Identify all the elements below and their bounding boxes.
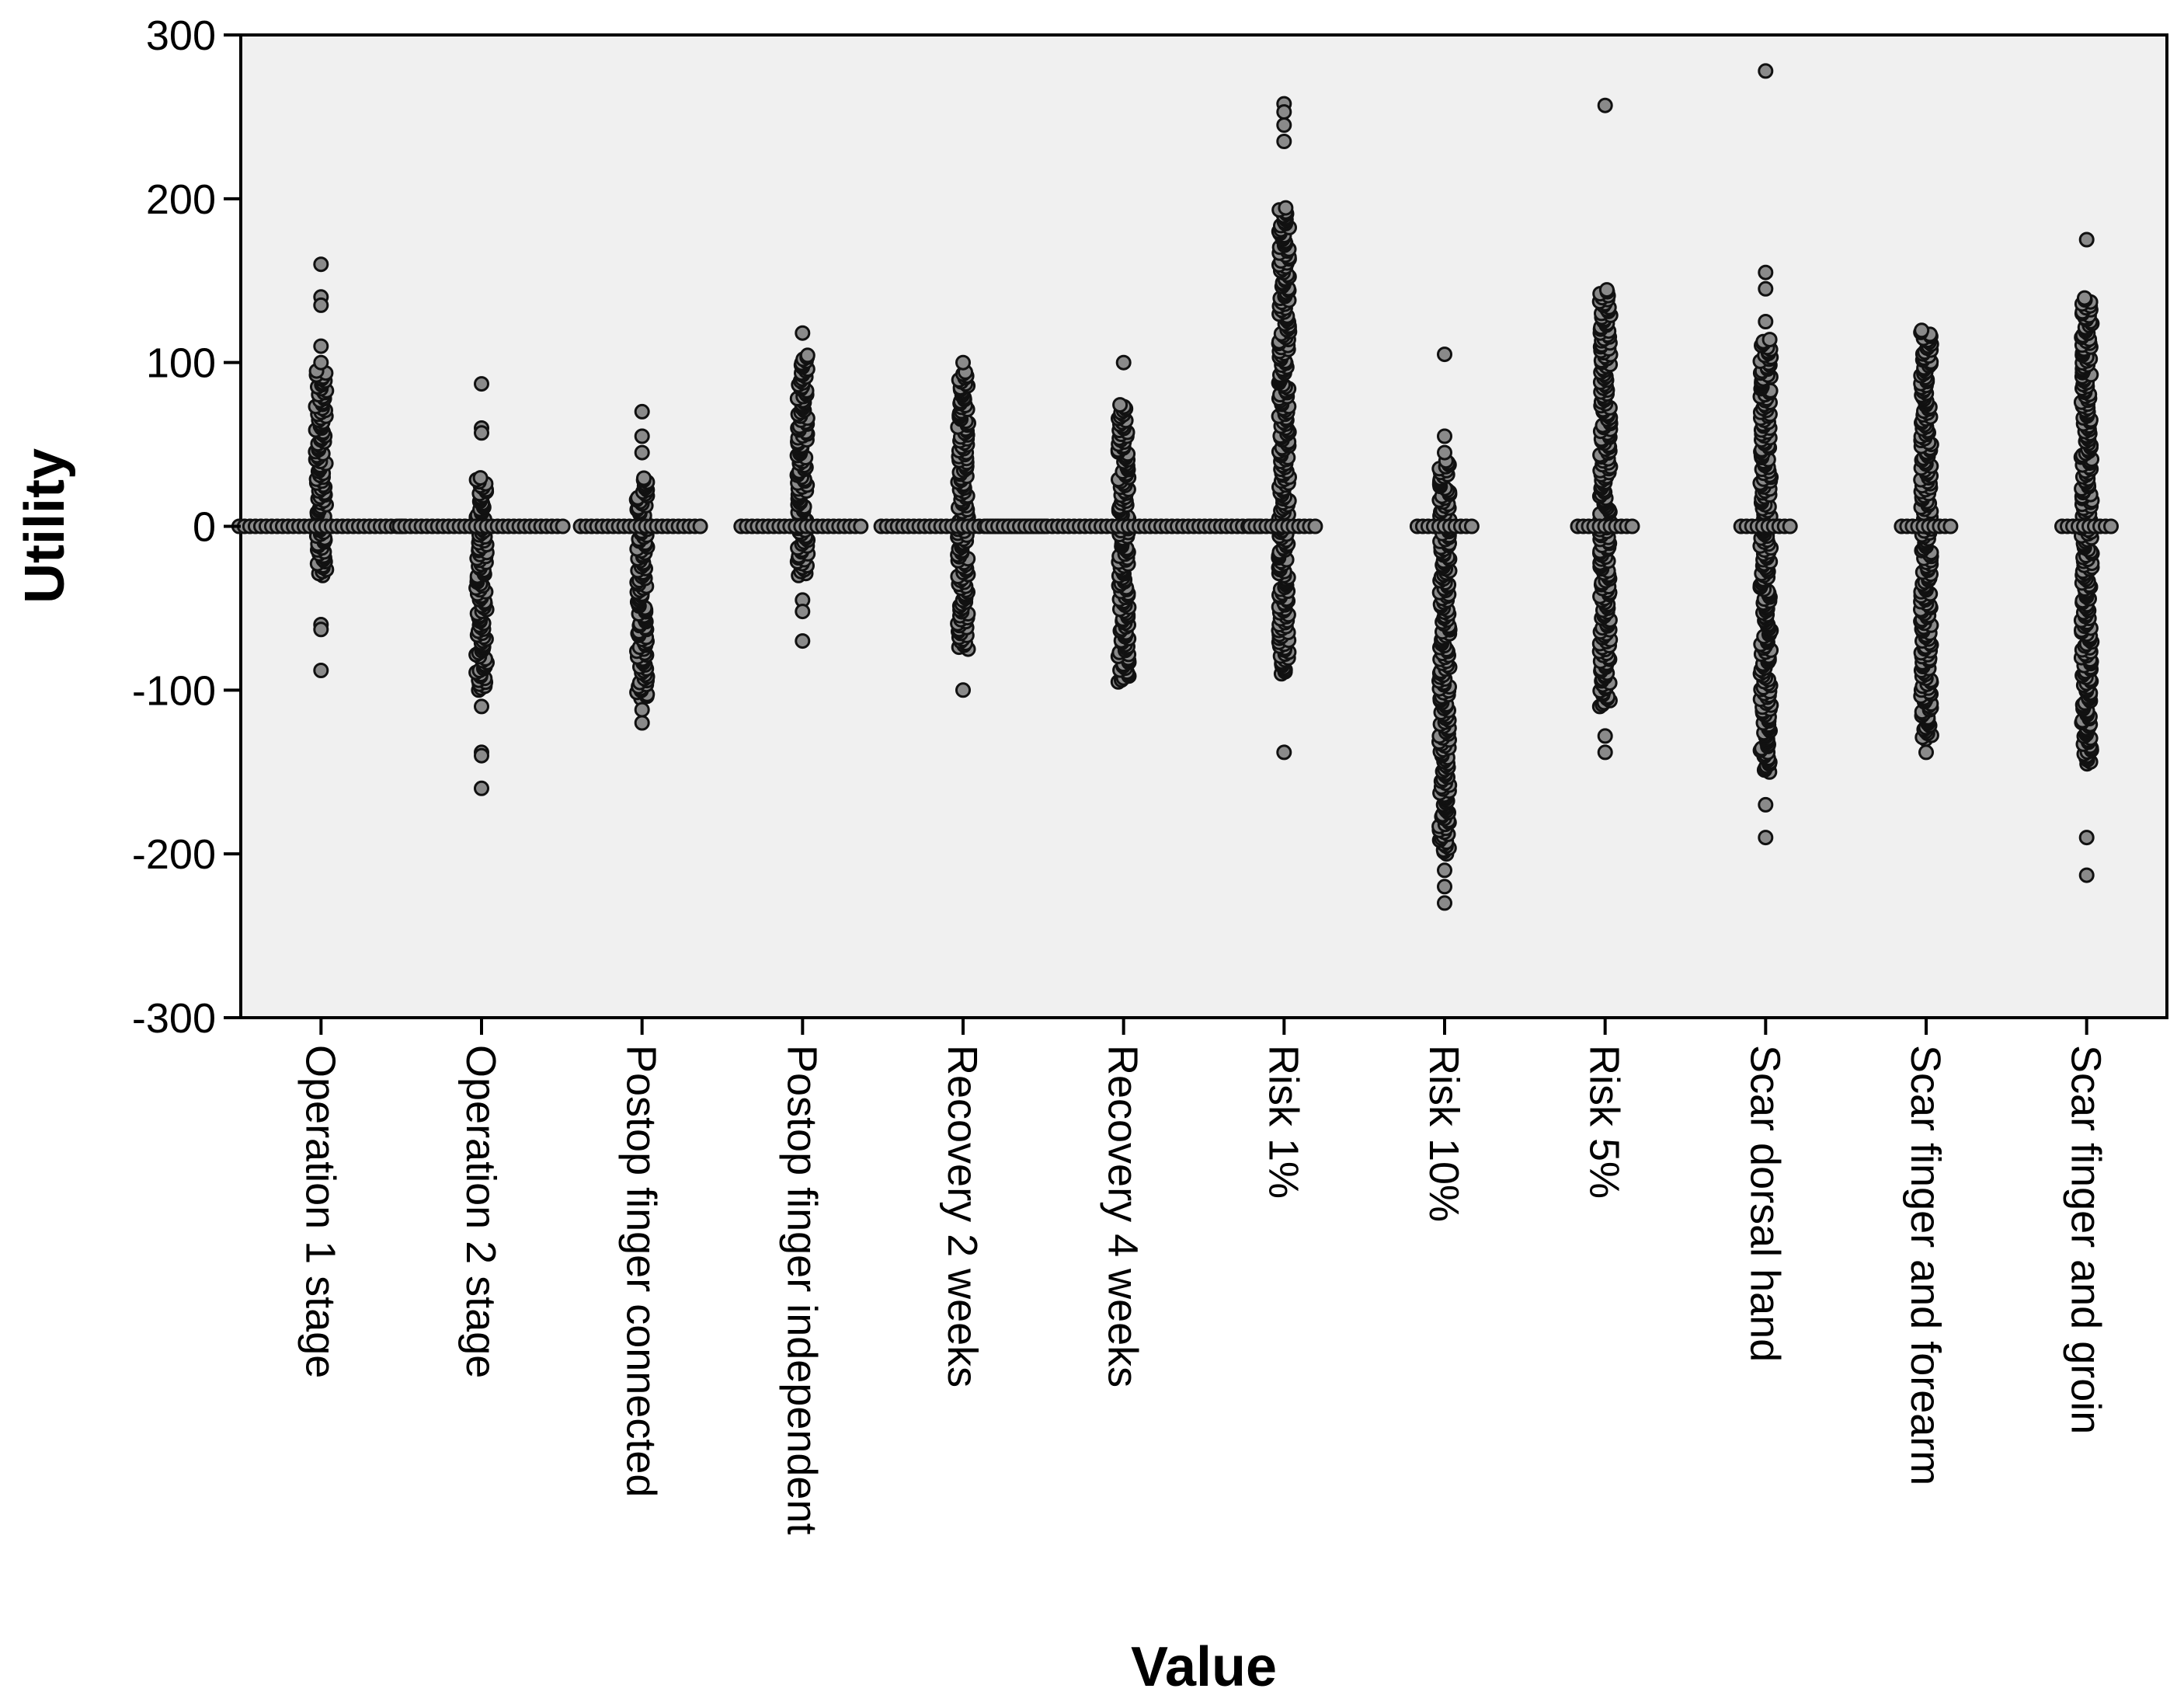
- outlier-point: [1758, 63, 1774, 79]
- outlier-point: [795, 604, 811, 620]
- outlier-point: [474, 698, 489, 715]
- outlier-point: [313, 297, 329, 313]
- data-point: [692, 518, 708, 534]
- outlier-point: [795, 633, 811, 649]
- outlier-point: [1918, 744, 1934, 761]
- y-axis: 300 200 100 0 -100 -200 -300: [132, 12, 241, 1042]
- outlier-point: [1758, 796, 1774, 813]
- outlier-point: [1276, 104, 1292, 120]
- data-point: [555, 518, 571, 534]
- y-tick-label: 100: [146, 340, 216, 387]
- outlier-point: [1437, 879, 1452, 895]
- outlier-point: [2078, 867, 2095, 883]
- data-point: [1782, 518, 1798, 534]
- x-category-label: Postop finger connected: [618, 1045, 665, 1497]
- x-category-label: Postop finger independent: [778, 1045, 825, 1535]
- outlier-point: [1437, 428, 1452, 444]
- x-axis: Operation 1 stage Operation 2 stage Postop…: [297, 1018, 2109, 1535]
- outlier-point: [313, 256, 329, 273]
- outlier-point: [313, 354, 329, 371]
- data-point: [1624, 518, 1640, 534]
- x-axis-title: Value: [1131, 1636, 1277, 1698]
- outlier-point: [1276, 117, 1292, 133]
- data-point: [1914, 322, 1930, 339]
- outlier-point: [1276, 134, 1292, 149]
- outlier-point: [955, 682, 971, 698]
- outlier-point: [795, 325, 811, 341]
- y-tick-label: 0: [193, 504, 216, 551]
- outlier-point: [955, 354, 971, 371]
- outlier-point: [634, 403, 650, 420]
- x-category-label: Scar dorsal hand: [1741, 1045, 1788, 1362]
- y-tick-label: 300: [146, 12, 216, 59]
- outlier-point: [1276, 744, 1292, 761]
- outlier-point: [1758, 314, 1774, 329]
- x-category-label: Scar finger and forearm: [1902, 1045, 1949, 1485]
- x-category-label: Risk 10%: [1421, 1045, 1467, 1222]
- outlier-point: [1115, 354, 1132, 371]
- outlier-point: [1758, 830, 1774, 846]
- outlier-point: [1437, 346, 1452, 363]
- outlier-point: [634, 444, 650, 461]
- y-tick-label: -300: [132, 995, 216, 1042]
- outlier-point: [313, 621, 329, 638]
- x-category-label: Recovery 2 weeks: [939, 1045, 986, 1387]
- data-point: [1463, 518, 1480, 534]
- outlier-point: [1597, 744, 1613, 761]
- x-category-label: Risk 5%: [1581, 1045, 1628, 1199]
- outlier-point: [2078, 232, 2095, 248]
- data-point: [1598, 282, 1615, 298]
- data-point: [472, 470, 489, 486]
- outlier-point: [313, 338, 329, 354]
- outlier-point: [634, 702, 650, 718]
- data-point: [1307, 518, 1323, 534]
- outlier-point: [474, 780, 489, 796]
- data-points: [231, 63, 2119, 911]
- y-tick-label: -200: [132, 831, 216, 878]
- data-point: [799, 347, 816, 364]
- outlier-point: [1758, 264, 1774, 280]
- x-category-label: Recovery 4 weeks: [1100, 1045, 1146, 1387]
- outlier-point: [1437, 895, 1452, 911]
- outlier-point: [1597, 728, 1613, 744]
- data-point: [2077, 290, 2092, 306]
- outlier-point: [634, 428, 650, 444]
- x-category-label: Scar finger and groin: [2063, 1045, 2109, 1434]
- data-point: [1278, 200, 1294, 216]
- x-category-label: Operation 1 stage: [297, 1045, 343, 1378]
- y-tick-label: 200: [146, 176, 216, 223]
- data-point: [1761, 332, 1778, 348]
- outlier-point: [474, 425, 489, 441]
- outlier-point: [1437, 444, 1452, 461]
- outlier-point: [1758, 280, 1774, 297]
- x-category-label: Risk 1%: [1260, 1045, 1306, 1199]
- outlier-point: [1437, 862, 1452, 879]
- outlier-point: [474, 747, 489, 764]
- data-point: [1942, 518, 1959, 534]
- data-point: [636, 470, 652, 486]
- y-axis-title: Utility: [14, 448, 76, 604]
- outlier-point: [474, 376, 489, 392]
- outlier-point: [1597, 97, 1613, 113]
- data-point: [853, 518, 869, 534]
- outlier-point: [313, 663, 329, 678]
- data-point: [2103, 518, 2119, 534]
- x-category-label: Operation 2 stage: [457, 1045, 504, 1378]
- data-point: [1112, 397, 1129, 413]
- y-tick-label: -100: [132, 667, 216, 714]
- outlier-point: [634, 715, 650, 731]
- outlier-point: [2078, 830, 2095, 846]
